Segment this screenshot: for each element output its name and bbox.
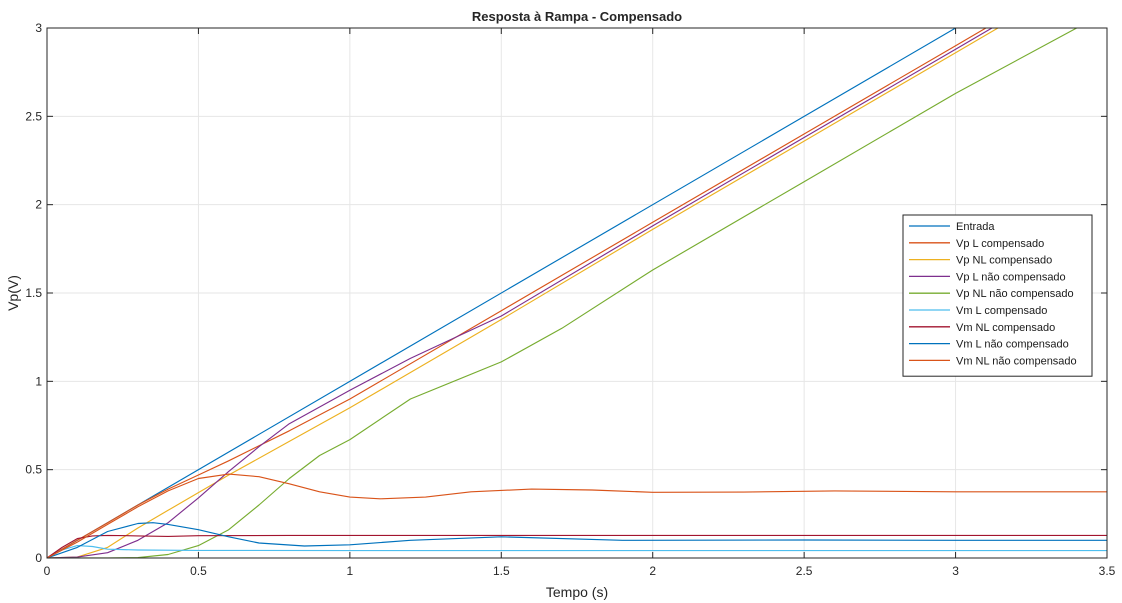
- series-line-8: [47, 522, 1107, 558]
- legend-entry-label: Vm NL compensado: [956, 322, 1055, 334]
- series-line-6: [47, 545, 1107, 558]
- series-line-7: [47, 534, 1107, 558]
- series-group: [47, 28, 1107, 558]
- x-tick-label: 1.5: [493, 564, 510, 578]
- series-line-9: [47, 473, 1107, 558]
- legend-box: [902, 214, 1093, 377]
- y-tick-label: 2: [35, 198, 42, 212]
- legend-entry-label: Vp NL não compensado: [956, 288, 1074, 300]
- legend: Entrada Vp L compensado Vp NL compensado Vp…: [902, 214, 1093, 377]
- y-tick-label: 1: [35, 374, 42, 388]
- series-line-5: [47, 28, 1077, 558]
- y-tick-label: 3: [35, 21, 42, 35]
- series-line-3: [47, 28, 1000, 558]
- x-tick-label: 0.5: [190, 564, 207, 578]
- ticks: 0 0.5 1 1.5 2 2.5 3 3.5 0 0.5 1 1.5 2 2.5 3: [25, 21, 1115, 578]
- legend-entry-label: Vp L compensado: [956, 238, 1044, 250]
- y-tick-label: 0: [35, 551, 42, 565]
- series-line-4: [47, 28, 994, 558]
- y-tick-label: 0.5: [25, 463, 42, 477]
- x-tick-label: 3: [952, 564, 959, 578]
- x-axis-label: Tempo (s): [546, 584, 608, 600]
- legend-entry-label: Vm NL não compensado: [956, 355, 1077, 367]
- series-line-1: [47, 28, 957, 558]
- legend-entry-label: Vm L não compensado: [956, 339, 1069, 351]
- x-tick-label: 0: [44, 564, 51, 578]
- y-axis-label: Vp(V): [5, 275, 21, 311]
- legend-entry-label: Entrada: [956, 221, 995, 233]
- legend-entry-label: Vp NL compensado: [956, 255, 1052, 267]
- chart-title: Resposta à Rampa - Compensado: [472, 9, 682, 24]
- y-tick-label: 1.5: [25, 286, 42, 300]
- legend-entry-label: Vp L não compensado: [956, 271, 1066, 283]
- series-line-2: [47, 28, 988, 558]
- x-tick-label: 2: [649, 564, 656, 578]
- x-tick-label: 3.5: [1099, 564, 1116, 578]
- x-tick-label: 2.5: [796, 564, 813, 578]
- legend-entry-label: Vm L compensado: [956, 305, 1047, 317]
- y-tick-label: 2.5: [25, 109, 42, 123]
- x-tick-label: 1: [347, 564, 354, 578]
